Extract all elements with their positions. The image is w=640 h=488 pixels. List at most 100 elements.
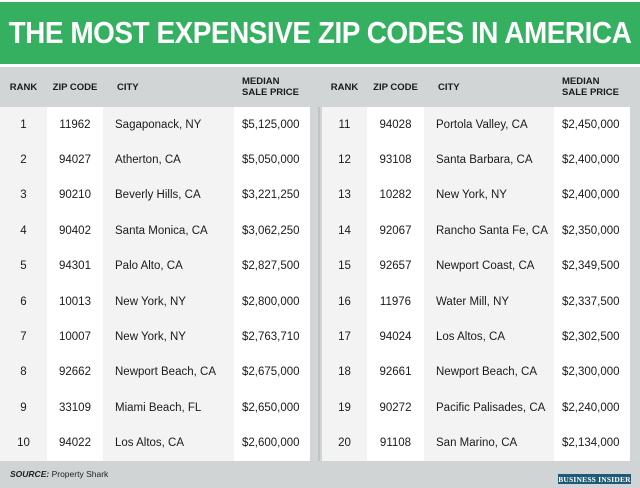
table-cell-rank: 10 (17, 437, 30, 450)
table-cell-city: New York, NY (115, 331, 186, 344)
column-background (554, 107, 630, 461)
column-header-price: MEDIAN SALE PRICE (234, 67, 310, 107)
table-cell-zip: 92661 (379, 366, 412, 379)
table-cell-city: Atherton, CA (115, 154, 181, 167)
table-cell-price: $2,827,500 (242, 260, 300, 273)
table-cell-city: Miami Beach, FL (115, 401, 202, 414)
table-cell-city: Los Altos, CA (436, 331, 506, 344)
table-cell-rank: 14 (338, 224, 351, 237)
table-cell-price: $2,300,000 (562, 366, 620, 379)
column-header-zip: ZIP CODE (52, 81, 98, 93)
column-header-zip: ZIP CODE (373, 81, 418, 93)
table-cell-rank: 4 (20, 224, 27, 237)
table-cell-zip: 90210 (59, 189, 91, 202)
table-cell-zip: 90272 (379, 401, 412, 414)
column-background (103, 107, 234, 461)
table-cell-zip: 94301 (59, 260, 91, 273)
table-cell-city: Sagaponack, NY (115, 118, 202, 131)
table-cell-rank: 8 (20, 366, 27, 379)
table-cell-rank: 17 (338, 331, 351, 344)
table-cell-city: New York, NY (115, 295, 186, 308)
table-cell-zip: 11976 (379, 295, 412, 308)
table-cell-rank: 1 (20, 118, 27, 131)
table-cell-rank: 9 (20, 401, 27, 414)
source-text: Property Shark (51, 469, 109, 479)
table-cell-zip: 92067 (379, 224, 412, 237)
table-cell-price: $2,240,000 (562, 401, 620, 414)
table-cell-zip: 11962 (59, 118, 91, 131)
table-cell-city: Santa Barbara, CA (436, 154, 533, 167)
table-cell-price: $2,400,000 (562, 189, 620, 202)
table-cell-zip: 91108 (379, 437, 412, 450)
table-cell-rank: 3 (20, 189, 27, 202)
table-cell-city: Santa Monica, CA (115, 224, 208, 237)
table-cell-rank: 18 (338, 366, 351, 379)
table-cell-city: Palo Alto, CA (115, 260, 183, 273)
table-cell-zip: 10007 (59, 331, 91, 344)
table-cell-zip: 94027 (59, 154, 91, 167)
column-header-rank: RANK (9, 81, 38, 93)
table-cell-price: $2,450,000 (562, 118, 620, 131)
table-cell-price: $2,350,000 (562, 224, 620, 237)
table-cell-price: $5,125,000 (242, 118, 300, 131)
header-price: MEDIAN SALE PRICE (562, 76, 620, 98)
table-cell-zip: 94024 (379, 331, 412, 344)
table-cell-rank: 12 (338, 154, 351, 167)
column-background (322, 107, 367, 461)
table-cell-rank: 6 (20, 295, 27, 308)
table-cell-zip: 10013 (59, 295, 91, 308)
table-cell-price: $2,337,500 (562, 295, 620, 308)
column-header-price: MEDIAN SALE PRICE (554, 67, 630, 107)
column-header-rank: RANK (330, 81, 359, 93)
table-cell-rank: 2 (20, 154, 27, 167)
table-cell-city: Los Altos, CA (115, 437, 185, 450)
table-cell-rank: 15 (338, 260, 351, 273)
table-cell-city: San Marino, CA (436, 437, 518, 450)
table-cell-city: Beverly Hills, CA (115, 189, 201, 202)
table-cell-rank: 11 (338, 118, 351, 131)
table-cell-price: $3,062,250 (242, 224, 300, 237)
table-cell-city: Newport Coast, CA (436, 260, 535, 273)
table-cell-city: Newport Beach, CA (436, 366, 537, 379)
table-cell-city: Portola Valley, CA (436, 118, 528, 131)
table-cell-zip: 33109 (59, 401, 91, 414)
table-cell-zip: 93108 (379, 154, 412, 167)
table-cell-zip: 94028 (379, 118, 412, 131)
column-background (424, 107, 554, 461)
table-cell-city: Pacific Palisades, CA (436, 401, 546, 414)
table-cell-city: New York, NY (436, 189, 507, 202)
table-cell-zip: 92662 (59, 366, 91, 379)
table-cell-price: $2,675,000 (242, 366, 300, 379)
header-price: MEDIAN SALE PRICE (242, 76, 300, 98)
column-header-city: CITY (117, 81, 139, 93)
table-cell-rank: 19 (338, 401, 351, 414)
table-cell-price: $2,302,500 (562, 331, 620, 344)
table-cell-rank: 13 (338, 189, 351, 202)
table-cell-city: Water Mill, NY (436, 295, 510, 308)
table-header-bar (0, 67, 640, 107)
table-cell-city: Rancho Santa Fe, CA (436, 224, 548, 237)
column-header-city: CITY (438, 81, 460, 93)
table-cell-price: $3,221,250 (242, 189, 300, 202)
title-banner: THE MOST EXPENSIVE ZIP CODES IN AMERICA (0, 2, 640, 64)
table-cell-price: $2,650,000 (242, 401, 300, 414)
column-background (234, 107, 310, 461)
table-cell-price: $2,134,000 (562, 437, 620, 450)
column-background (0, 107, 47, 461)
table-cell-zip: 94022 (59, 437, 91, 450)
table-cell-price: $2,800,000 (242, 295, 300, 308)
table-cell-rank: 20 (338, 437, 351, 450)
page-title: THE MOST EXPENSIVE ZIP CODES IN AMERICA (8, 15, 632, 50)
table-cell-rank: 7 (20, 331, 27, 344)
business-insider-logo: BUSINESS INSIDER (558, 474, 631, 484)
footer: SOURCE: Property Shark BUSINESS INSIDER (0, 461, 640, 488)
table-cell-price: $5,050,000 (242, 154, 300, 167)
table-divider (318, 107, 320, 461)
table-cell-rank: 5 (20, 260, 27, 273)
table-cell-price: $2,400,000 (562, 154, 620, 167)
table-cell-zip: 90402 (59, 224, 91, 237)
table-cell-price: $2,349,500 (562, 260, 620, 273)
source-note: SOURCE: Property Shark (10, 469, 108, 479)
table-cell-price: $2,600,000 (242, 437, 300, 450)
table-cell-city: Newport Beach, CA (115, 366, 216, 379)
